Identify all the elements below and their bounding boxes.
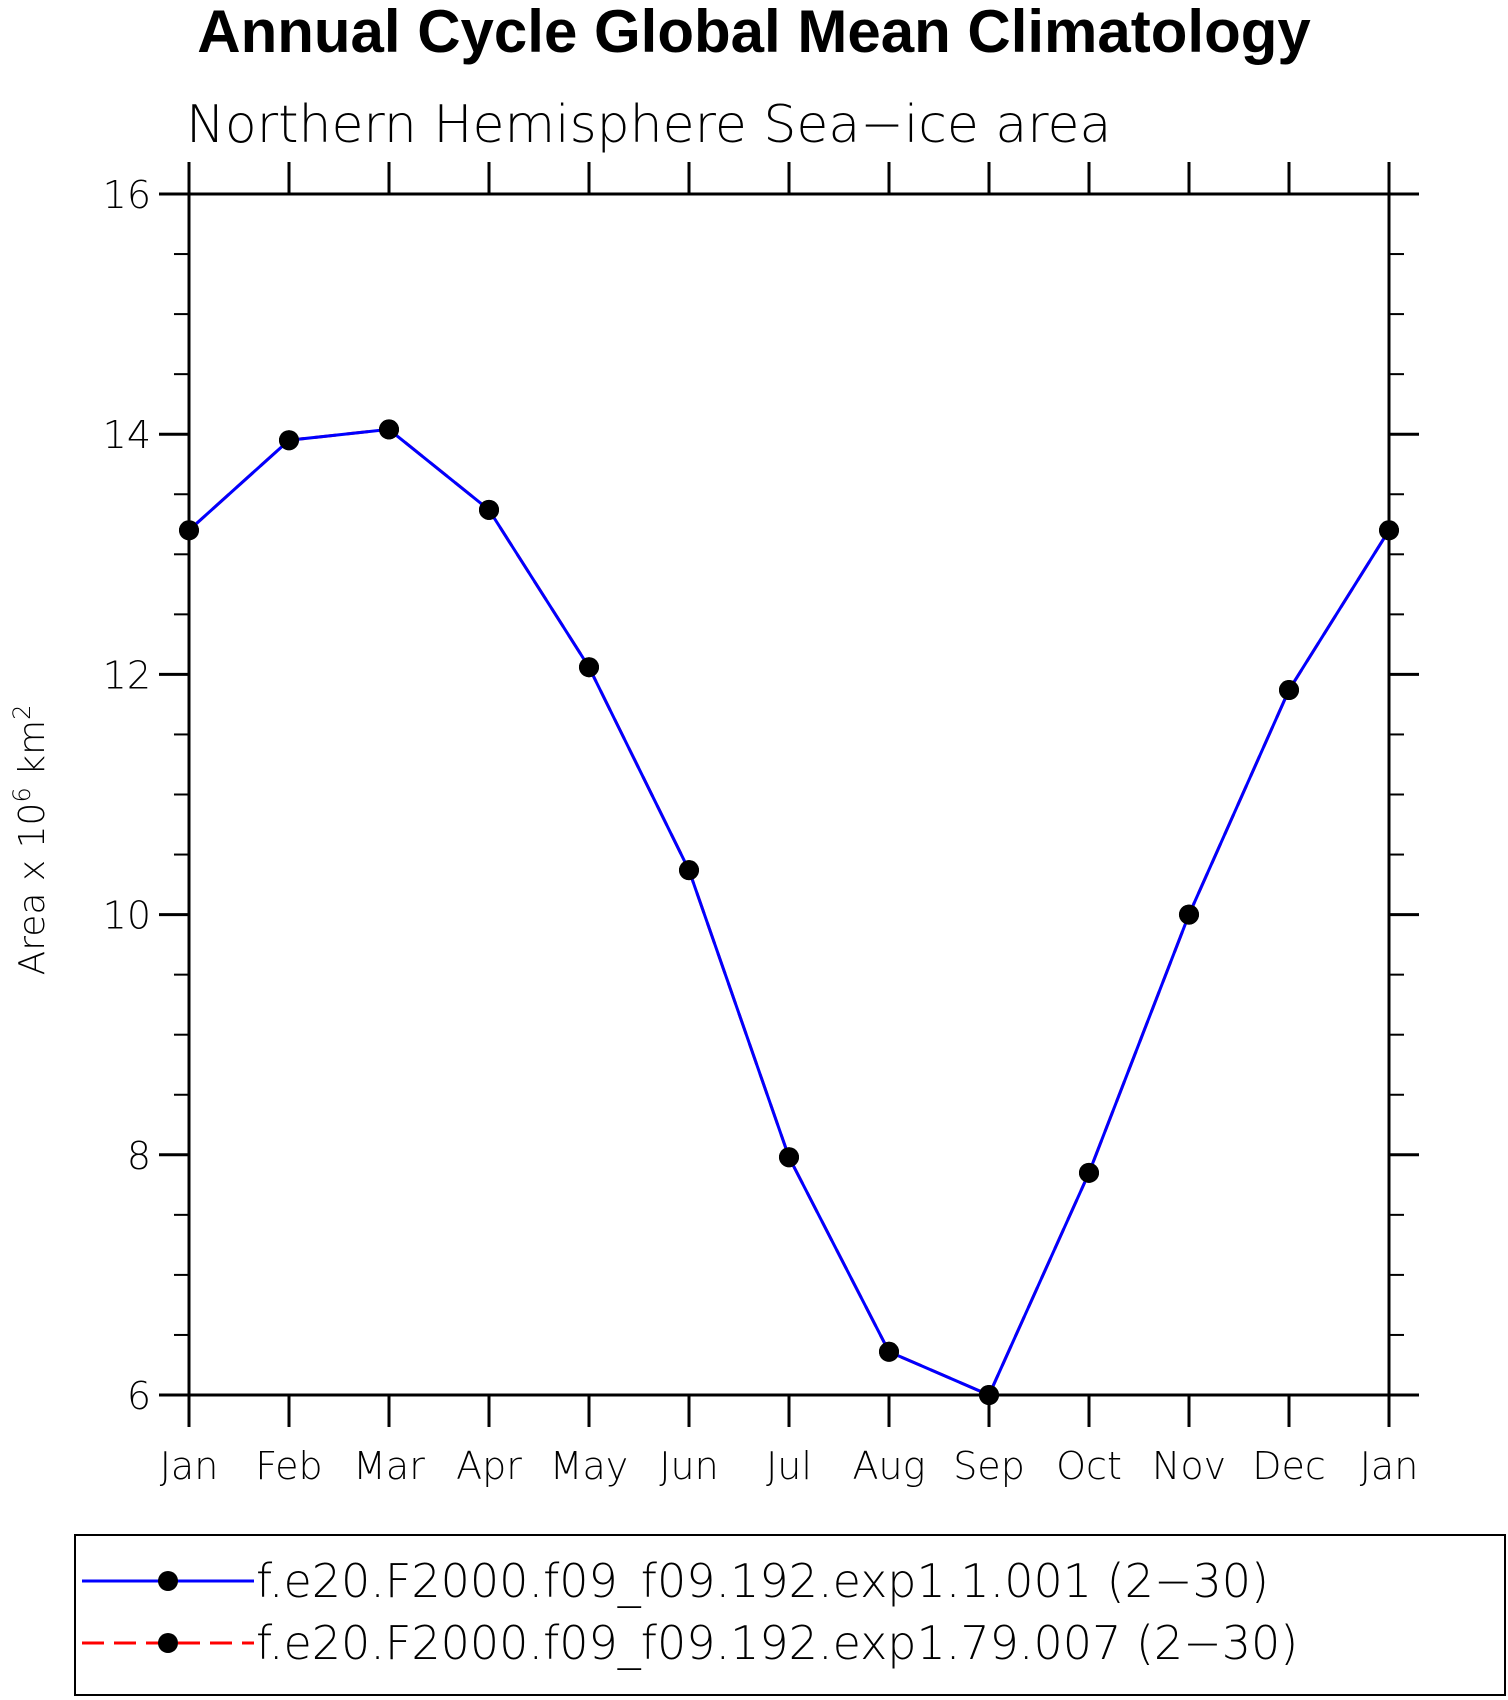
y-axis-label: Area x 106 km2 [8,705,53,976]
y-axis-title: Area x 106 km2 [8,705,53,976]
data-point [679,860,699,881]
series-line [187,427,1391,1397]
data-point [1179,904,1199,925]
tick-labels: 6 8 10 12 14 16 Jan Feb Mar Apr May Jun Jul Aug Sep Oct… [103,173,1419,1488]
series-line [187,427,1391,1397]
y-axis-label-exponent: 6 [8,787,36,802]
y-axis-label-base: Area x 10 [12,803,53,976]
data-point [879,1341,899,1362]
data-point [579,657,599,678]
data-point [279,430,299,451]
y-tick-label: 14 [103,413,151,457]
legend: f.e20.F2000.f09_f09.192.exp1.1.001 (2−30… [74,1534,1506,1696]
y-axis-label-unit: km [12,720,53,787]
x-tick-label: Jan [160,1444,219,1488]
y-tick-label: 6 [127,1374,151,1418]
data-point [779,1147,799,1168]
x-tick-label: Mar [353,1444,425,1488]
data-point [479,499,499,520]
data-point [1079,1162,1099,1183]
legend-marker [158,1633,178,1653]
data-point [1279,680,1299,701]
y-tick-label: 8 [127,1134,151,1178]
data-point [379,419,399,440]
x-tick-label: Jun [659,1444,718,1488]
chart-title: Annual Cycle Global Mean Climatology [197,0,1311,65]
series-layer [179,419,1399,1405]
y-tick-label: 12 [103,653,151,697]
data-point [1379,520,1399,541]
chart-subtitle: Northern Hemisphere Sea−ice area [186,95,1111,155]
x-tick-label: Sep [953,1444,1025,1488]
legend-label: f.e20.F2000.f09_f09.192.exp1.79.007 (2−3… [256,1616,1298,1670]
x-tick-label: Oct [1056,1444,1122,1488]
legend-marker [158,1571,178,1591]
x-tick-label: Jul [766,1444,812,1488]
y-tick-label: 16 [103,173,151,217]
x-tick-label: Apr [456,1444,522,1488]
y-axis-label-unit-exponent: 2 [8,705,36,720]
x-tick-label: Dec [1252,1444,1326,1488]
x-tick-label: Nov [1152,1444,1226,1488]
axis-ticks [159,162,1419,1427]
x-tick-label: Jan [1360,1444,1419,1488]
legend-box [74,1534,1506,1696]
x-tick-label: Feb [255,1444,322,1488]
x-tick-label: Aug [853,1444,926,1488]
y-tick-label: 10 [103,894,151,938]
x-tick-label: May [550,1444,629,1488]
data-point [979,1385,999,1405]
legend-label: f.e20.F2000.f09_f09.192.exp1.1.001 (2−30… [256,1554,1269,1608]
plot-frame [187,192,1391,1397]
data-point [179,520,199,541]
